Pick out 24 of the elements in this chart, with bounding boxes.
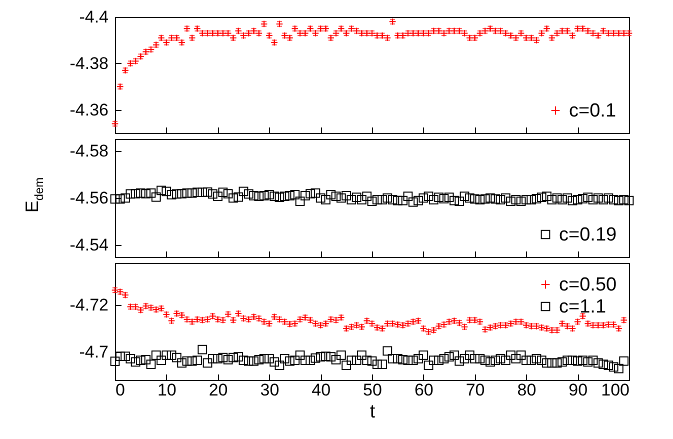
x-tick-label: 40 (312, 380, 331, 400)
x-tick-label: 60 (414, 380, 434, 400)
y-tick-label: -4.7 (79, 342, 108, 362)
x-tick-label: 20 (208, 380, 228, 400)
x-tick-label: 0 (116, 380, 125, 400)
y-tick-label: -4.58 (70, 141, 108, 160)
x-tick-label: 70 (466, 380, 485, 400)
x-tick-label: 10 (157, 380, 176, 400)
x-tick-label: 90 (568, 380, 588, 400)
y-tick-label: -4.72 (70, 296, 108, 315)
legend-label: c=0.50 (559, 274, 617, 296)
y-tick-label: -4.54 (70, 236, 108, 255)
x-tick-label: 30 (260, 380, 280, 400)
y-tick-label: -4.56 (70, 188, 108, 208)
legend-label: c=0.19 (559, 224, 617, 246)
text: c=1.1 (559, 296, 606, 318)
y-tick-label: -4.38 (70, 54, 108, 73)
y-tick-label: -4.4 (79, 8, 108, 26)
x-tick-label: 50 (363, 380, 382, 400)
x-tick-label: 80 (517, 380, 536, 400)
x-axis-title: t (370, 402, 376, 422)
legend-label: c=0.1 (569, 100, 616, 122)
x-tick-label: 100 (601, 380, 630, 400)
y-tick-label: -4.36 (70, 100, 108, 120)
